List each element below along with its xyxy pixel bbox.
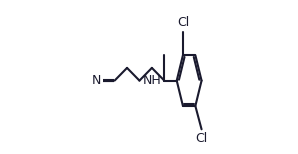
Text: NH: NH bbox=[142, 73, 161, 87]
Text: N: N bbox=[92, 74, 102, 87]
Text: Cl: Cl bbox=[177, 16, 189, 29]
Text: Cl: Cl bbox=[195, 132, 208, 145]
